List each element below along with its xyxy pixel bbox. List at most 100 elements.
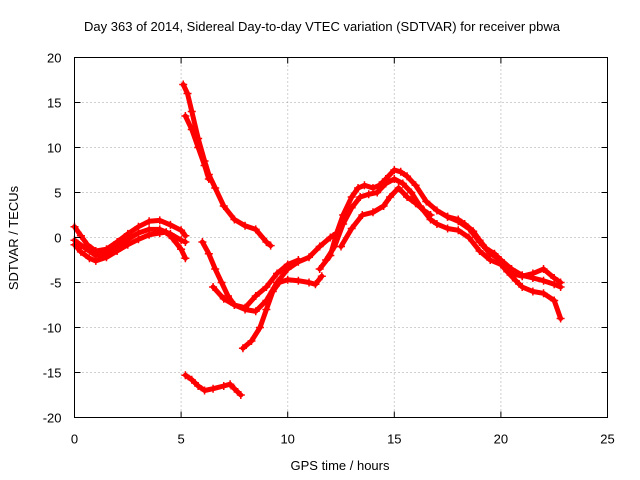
plot-frame (74, 57, 608, 418)
data-point (219, 202, 228, 210)
data-point (407, 188, 416, 197)
data-point (464, 233, 473, 242)
data-point (379, 202, 388, 210)
data-point (230, 215, 239, 224)
series-trace (445, 214, 564, 285)
data-point (311, 280, 320, 289)
data-point (145, 217, 154, 226)
data-point (368, 208, 377, 217)
data-point (198, 238, 207, 246)
data-point (181, 254, 190, 263)
data-point (507, 269, 516, 278)
data-point (209, 283, 218, 291)
data-point (294, 276, 303, 285)
data-point (219, 294, 228, 303)
data-point (236, 391, 245, 399)
data-point (432, 220, 441, 228)
data-point (373, 188, 382, 197)
data-point (266, 241, 275, 250)
data-point (358, 211, 367, 219)
data-point (268, 287, 277, 296)
data-point (475, 247, 484, 255)
data-point (511, 276, 520, 285)
data-point (364, 190, 373, 199)
x-axis-label: GPS time / hours (291, 458, 390, 473)
data-point (305, 253, 314, 262)
data-point (76, 247, 85, 256)
data-point (518, 272, 527, 281)
data-point (230, 384, 239, 393)
series-trace (72, 226, 188, 258)
data-point (443, 224, 452, 233)
data-point (194, 382, 203, 390)
data-point (394, 184, 403, 192)
x-tick-label: 15 (387, 432, 401, 447)
data-point (518, 283, 527, 291)
data-point (187, 375, 196, 384)
data-point (294, 256, 303, 264)
series-trace (199, 230, 340, 314)
data-point (347, 203, 356, 212)
data-point (219, 382, 228, 390)
data-point (360, 181, 369, 190)
y-tick-label: 15 (47, 96, 61, 111)
series-track-l (337, 184, 435, 251)
data-point (422, 197, 431, 206)
y-tick-label: 20 (47, 51, 61, 66)
data-point (390, 166, 399, 174)
x-tick-label: 10 (280, 432, 294, 447)
series-trace (317, 167, 564, 290)
data-point (354, 184, 363, 192)
series-track-k (322, 175, 565, 323)
data-point (398, 179, 407, 188)
data-point (230, 301, 239, 309)
data-point (550, 296, 559, 305)
data-point (113, 242, 122, 251)
y-tick-label: 10 (47, 141, 61, 156)
data-point (368, 184, 377, 192)
data-point (386, 193, 395, 201)
data-point (183, 89, 192, 98)
data-point (528, 287, 537, 296)
y-axis-label: SDTVAR / TECUs (6, 185, 21, 290)
data-point (251, 225, 260, 234)
x-tick-label: 25 (600, 432, 614, 447)
data-point (187, 125, 196, 134)
series-trace (210, 257, 301, 311)
data-point (556, 314, 565, 323)
data-point (204, 249, 213, 258)
data-point (211, 184, 220, 192)
data-point (200, 161, 209, 170)
data-point (356, 193, 365, 201)
data-point (200, 386, 209, 395)
data-point (315, 242, 324, 251)
data-point (251, 292, 260, 300)
x-tick-label: 20 (494, 432, 508, 447)
data-point (181, 112, 190, 120)
data-point (181, 371, 190, 380)
data-point (145, 225, 154, 234)
data-point (539, 265, 548, 273)
y-tick-label: -10 (43, 321, 62, 336)
y-tick-label: -15 (43, 366, 62, 381)
y-tick-label: 5 (54, 186, 61, 201)
data-layer (70, 80, 565, 399)
data-point (464, 224, 473, 233)
data-point (539, 289, 548, 298)
x-tick-label: 5 (177, 432, 184, 447)
data-point (283, 260, 292, 269)
data-point (187, 107, 196, 116)
data-point (475, 238, 484, 246)
data-point (155, 225, 164, 234)
data-point (420, 206, 429, 215)
series-track-e (181, 112, 213, 183)
data-point (226, 380, 235, 389)
data-point (381, 179, 390, 188)
data-point (426, 211, 435, 219)
y-tick-label: 0 (54, 231, 61, 246)
data-point (251, 307, 260, 316)
data-point (411, 181, 420, 190)
data-point (85, 254, 94, 263)
data-point (81, 244, 90, 253)
data-point (238, 344, 247, 353)
